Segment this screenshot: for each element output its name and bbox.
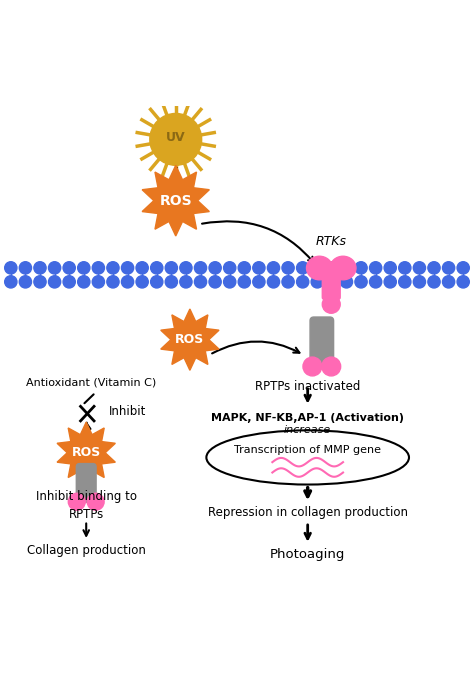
- Polygon shape: [142, 166, 210, 236]
- Circle shape: [370, 276, 382, 288]
- Ellipse shape: [330, 256, 356, 280]
- Circle shape: [194, 262, 207, 274]
- Circle shape: [209, 262, 221, 274]
- Circle shape: [19, 276, 32, 288]
- Circle shape: [224, 276, 236, 288]
- Circle shape: [311, 276, 323, 288]
- Text: Inhibit: Inhibit: [109, 405, 146, 418]
- Text: ROS: ROS: [159, 194, 192, 208]
- Circle shape: [180, 262, 192, 274]
- Circle shape: [78, 262, 90, 274]
- Text: UV: UV: [166, 131, 185, 144]
- Circle shape: [68, 493, 85, 510]
- Circle shape: [224, 262, 236, 274]
- Ellipse shape: [322, 295, 340, 313]
- Polygon shape: [161, 309, 219, 370]
- Circle shape: [457, 276, 469, 288]
- Circle shape: [253, 262, 265, 274]
- Circle shape: [194, 276, 207, 288]
- Circle shape: [428, 262, 440, 274]
- Circle shape: [63, 262, 75, 274]
- Ellipse shape: [206, 430, 409, 484]
- Circle shape: [48, 262, 61, 274]
- Circle shape: [282, 262, 294, 274]
- Circle shape: [428, 276, 440, 288]
- Text: Transcription of MMP gene: Transcription of MMP gene: [234, 445, 381, 456]
- Circle shape: [136, 276, 148, 288]
- Circle shape: [180, 276, 192, 288]
- Circle shape: [340, 276, 353, 288]
- Polygon shape: [57, 422, 115, 484]
- Circle shape: [151, 262, 163, 274]
- Circle shape: [34, 262, 46, 274]
- Circle shape: [151, 276, 163, 288]
- Circle shape: [442, 276, 455, 288]
- Circle shape: [311, 262, 323, 274]
- Circle shape: [267, 262, 280, 274]
- Circle shape: [165, 262, 177, 274]
- Circle shape: [355, 276, 367, 288]
- Circle shape: [150, 114, 201, 166]
- Circle shape: [322, 357, 341, 376]
- Circle shape: [326, 276, 338, 288]
- Circle shape: [5, 262, 17, 274]
- Circle shape: [442, 262, 455, 274]
- Circle shape: [107, 276, 119, 288]
- Circle shape: [413, 262, 426, 274]
- Circle shape: [303, 357, 322, 376]
- Circle shape: [384, 262, 396, 274]
- Circle shape: [457, 262, 469, 274]
- Circle shape: [78, 276, 90, 288]
- Circle shape: [63, 276, 75, 288]
- Circle shape: [282, 276, 294, 288]
- Circle shape: [297, 276, 309, 288]
- Circle shape: [238, 262, 250, 274]
- Circle shape: [165, 276, 177, 288]
- Circle shape: [355, 262, 367, 274]
- Text: ROS: ROS: [72, 446, 101, 459]
- Circle shape: [5, 276, 17, 288]
- Circle shape: [238, 276, 250, 288]
- Circle shape: [384, 276, 396, 288]
- Circle shape: [92, 262, 104, 274]
- FancyBboxPatch shape: [322, 262, 340, 300]
- Text: Repression in collagen production: Repression in collagen production: [208, 506, 408, 519]
- Circle shape: [92, 276, 104, 288]
- Circle shape: [326, 262, 338, 274]
- Text: increase: increase: [284, 425, 331, 436]
- Circle shape: [121, 262, 134, 274]
- Circle shape: [267, 276, 280, 288]
- Text: Inhibit binding to
RPTPs: Inhibit binding to RPTPs: [36, 490, 137, 521]
- FancyBboxPatch shape: [310, 317, 334, 367]
- Circle shape: [34, 276, 46, 288]
- Circle shape: [370, 262, 382, 274]
- Circle shape: [399, 262, 411, 274]
- Circle shape: [297, 262, 309, 274]
- Text: Photoaging: Photoaging: [270, 549, 346, 562]
- Text: RPTPs inactivated: RPTPs inactivated: [255, 380, 360, 393]
- Circle shape: [121, 276, 134, 288]
- Circle shape: [48, 276, 61, 288]
- Text: Antioxidant (Vitamin C): Antioxidant (Vitamin C): [26, 377, 156, 387]
- Circle shape: [87, 493, 104, 510]
- Text: RTKs: RTKs: [316, 235, 347, 248]
- Text: ROS: ROS: [175, 333, 204, 346]
- Circle shape: [19, 262, 32, 274]
- Circle shape: [209, 276, 221, 288]
- Circle shape: [413, 276, 426, 288]
- FancyBboxPatch shape: [76, 464, 96, 502]
- Circle shape: [136, 262, 148, 274]
- Circle shape: [253, 276, 265, 288]
- Ellipse shape: [307, 256, 332, 280]
- Text: MAPK, NF-KB,AP-1 (Activation): MAPK, NF-KB,AP-1 (Activation): [211, 412, 404, 423]
- Text: Collagen production: Collagen production: [27, 544, 146, 557]
- Circle shape: [340, 262, 353, 274]
- Circle shape: [107, 262, 119, 274]
- Circle shape: [399, 276, 411, 288]
